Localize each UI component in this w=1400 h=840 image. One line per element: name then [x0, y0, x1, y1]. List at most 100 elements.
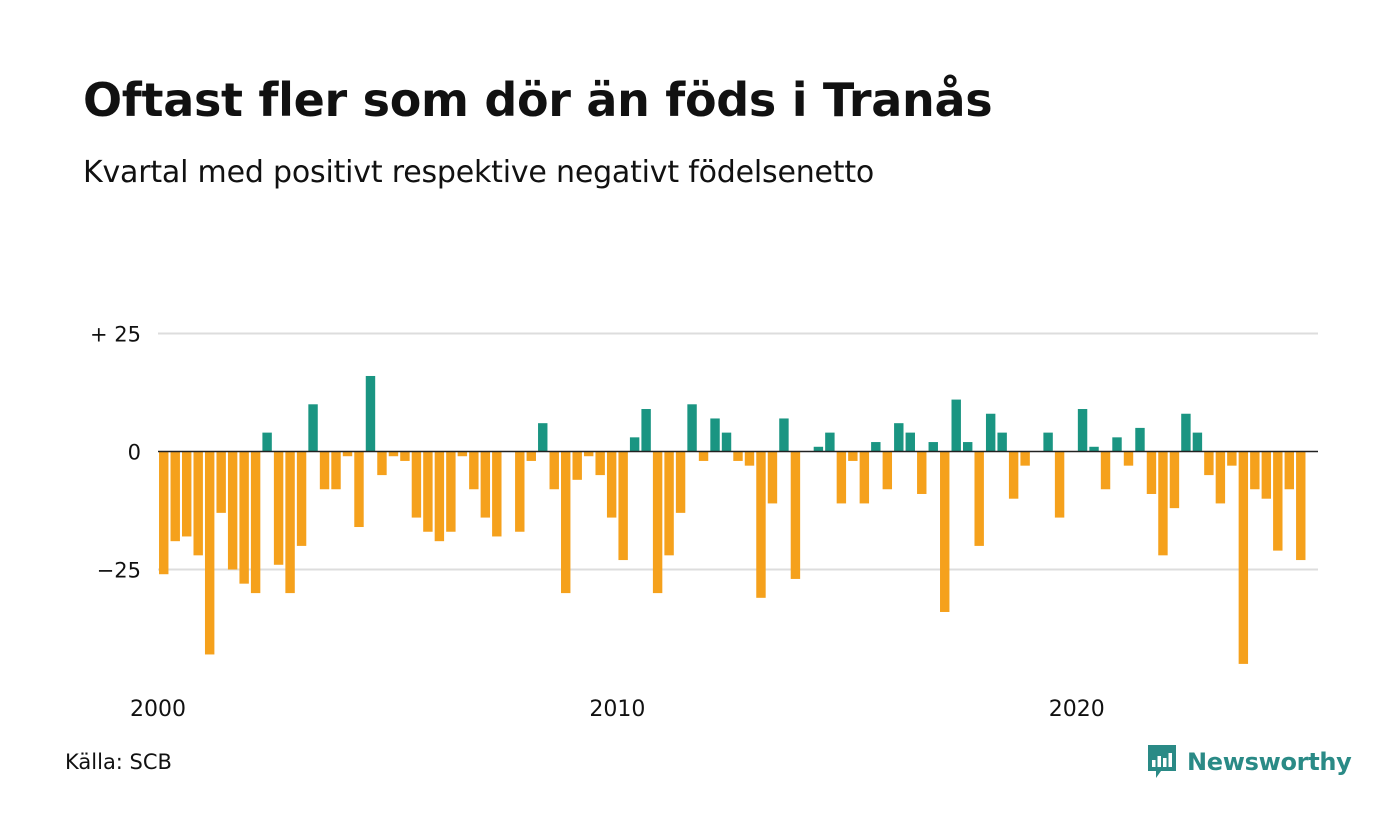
- bar-negative: [388, 451, 399, 457]
- bar-negative: [606, 451, 617, 518]
- bar-negative: [285, 451, 295, 594]
- y-tick-label: 0: [128, 441, 141, 465]
- bar-negative: [250, 451, 261, 594]
- bar-negative: [756, 451, 766, 598]
- bar-negative: [1146, 451, 1157, 494]
- bar-negative: [319, 451, 330, 490]
- bar-negative: [159, 451, 169, 575]
- bar-chart: + 25 0 −25 2000 2010 2020: [90, 323, 1318, 721]
- x-tick-label: 2010: [589, 697, 645, 720]
- bar-positive: [1089, 446, 1099, 452]
- y-tick-label: −25: [97, 559, 141, 583]
- bar-negative: [239, 451, 249, 584]
- bar-negative: [400, 451, 410, 461]
- bar-negative: [917, 451, 927, 494]
- bar-negative: [193, 451, 203, 556]
- bar-negative: [1227, 451, 1237, 466]
- bar-positive: [641, 409, 651, 452]
- y-tick-label: + 25: [90, 323, 141, 347]
- bar-positive: [1043, 432, 1053, 452]
- bar-positive: [1077, 409, 1088, 452]
- bar-negative: [733, 451, 743, 461]
- bar-positive: [779, 418, 789, 452]
- bar-negative: [216, 451, 226, 513]
- gridlines: [158, 332, 1318, 571]
- bar-negative: [204, 451, 215, 655]
- source-note: Källa: SCB: [65, 750, 172, 774]
- bar-negative: [836, 451, 847, 504]
- bar-negative: [848, 451, 858, 461]
- bar-negative: [561, 451, 571, 594]
- bar-negative: [618, 451, 628, 561]
- newsworthy-logo[interactable]: Newsworthy: [1147, 744, 1352, 780]
- x-tick-label: 2020: [1049, 697, 1105, 720]
- bar-negative: [595, 451, 605, 476]
- bar-positive: [1135, 427, 1145, 452]
- chart-title: Oftast fler som dör än föds i Tranås: [83, 73, 993, 127]
- bar-negative: [492, 451, 502, 537]
- bar-negative: [1100, 451, 1111, 490]
- bar-negative: [1273, 451, 1283, 551]
- bar-negative: [273, 451, 284, 565]
- bar-negative: [675, 451, 686, 513]
- axis-labels: + 25 0 −25 2000 2010 2020: [90, 323, 1105, 721]
- bar-positive: [687, 404, 697, 452]
- bar-negative: [1238, 451, 1249, 664]
- bar-negative: [342, 451, 353, 457]
- bar-negative: [170, 451, 180, 542]
- bar-negative: [354, 451, 364, 528]
- bar-negative: [182, 451, 192, 537]
- bar-positive: [1112, 437, 1122, 452]
- bar-negative: [411, 451, 422, 518]
- bar-positive: [813, 446, 824, 452]
- bar-positive: [905, 432, 915, 452]
- bar-negative: [652, 451, 663, 594]
- bar-positive: [538, 423, 548, 452]
- bar-negative: [790, 451, 801, 579]
- bar-negative: [423, 451, 433, 532]
- bar-negative: [664, 451, 674, 556]
- bar-negative: [859, 451, 870, 504]
- bar-negative: [331, 451, 341, 490]
- bar-negative: [744, 451, 755, 466]
- bar-positive: [1181, 413, 1191, 452]
- bar-negative: [767, 451, 778, 504]
- bar-negative: [480, 451, 491, 518]
- bar-negative: [446, 451, 456, 532]
- bar-negative: [515, 451, 525, 532]
- bar-negative: [526, 451, 536, 461]
- bar-negative: [549, 451, 559, 490]
- bar-positive: [365, 375, 376, 452]
- chart-subtitle: Kvartal med positivt respektive negativt…: [83, 155, 875, 190]
- bar-negative: [1123, 451, 1134, 466]
- bar-negative: [1296, 451, 1306, 561]
- bar-positive: [985, 413, 996, 452]
- bar-negative: [583, 451, 594, 457]
- bar-negative: [434, 451, 445, 542]
- logo-text: Newsworthy: [1187, 748, 1352, 776]
- bar-positive: [997, 432, 1007, 452]
- bars: [159, 375, 1306, 664]
- bar-positive: [951, 399, 961, 452]
- bar-negative: [1250, 451, 1260, 490]
- bar-negative: [1204, 451, 1214, 476]
- bar-negative: [469, 451, 479, 490]
- bar-negative: [227, 451, 238, 570]
- bar-negative: [698, 451, 709, 461]
- bar-negative: [1158, 451, 1168, 556]
- bar-negative: [1215, 451, 1226, 504]
- bar-positive: [1192, 432, 1203, 452]
- bar-positive: [871, 442, 881, 452]
- bar-negative: [1261, 451, 1272, 499]
- bar-positive: [928, 442, 938, 452]
- bar-negative: [1284, 451, 1294, 490]
- x-tick-label: 2000: [130, 697, 186, 720]
- bar-positive: [262, 432, 272, 452]
- bar-negative: [882, 451, 893, 490]
- bar-negative: [457, 451, 468, 457]
- bar-negative: [572, 451, 582, 480]
- bar-negative: [940, 451, 950, 612]
- bar-negative: [1054, 451, 1065, 518]
- bar-negative: [377, 451, 387, 476]
- newsworthy-bars-icon: [1148, 745, 1176, 778]
